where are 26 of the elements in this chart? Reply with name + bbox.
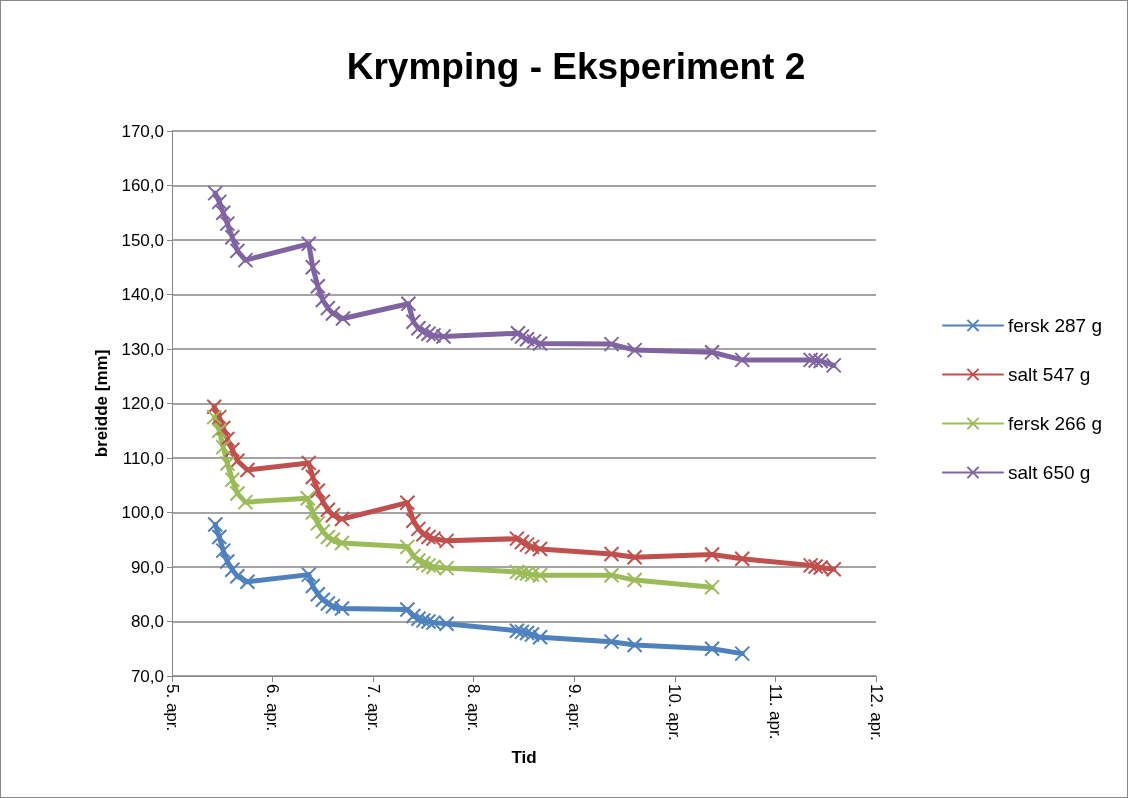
x-tick-label: 10. apr. [665,684,685,741]
legend-label: fersk 287 g [1008,315,1102,336]
y-tick-label: 150,0 [121,230,164,250]
y-tick-label: 160,0 [121,176,164,195]
y-tick-label: 90,0 [130,557,164,577]
x-tick-label: 6. apr. [263,684,283,732]
y-tick-label: 130,0 [121,339,164,359]
y-tick-label: 170,0 [121,121,164,141]
x-tick-label: 9. apr. [564,684,584,732]
x-tick-label: 5. apr. [162,684,182,732]
y-tick-label: 110,0 [122,448,164,468]
x-tick-label: 11. apr. [765,684,785,740]
x-axis-title: Tid [511,747,537,767]
y-tick-label: 100,0 [121,503,164,522]
legend-label: salt 650 g [1008,462,1091,483]
y-tick-label: 80,0 [130,612,164,631]
legend-label: fersk 266 g [1008,413,1102,434]
legend-label: salt 547 g [1008,364,1091,385]
y-tick-label: 70,0 [130,666,164,686]
y-tick-label: 140,0 [121,285,164,304]
x-tick-label: 7. apr. [363,684,383,732]
x-tick-label: 12. apr. [866,684,886,741]
y-tick-label: 120,0 [121,394,164,413]
chart-title: Krymping - Eksperiment 2 [346,46,806,87]
y-axis-title: breidde [mm] [92,349,111,458]
x-tick-label: 8. apr. [464,684,484,732]
